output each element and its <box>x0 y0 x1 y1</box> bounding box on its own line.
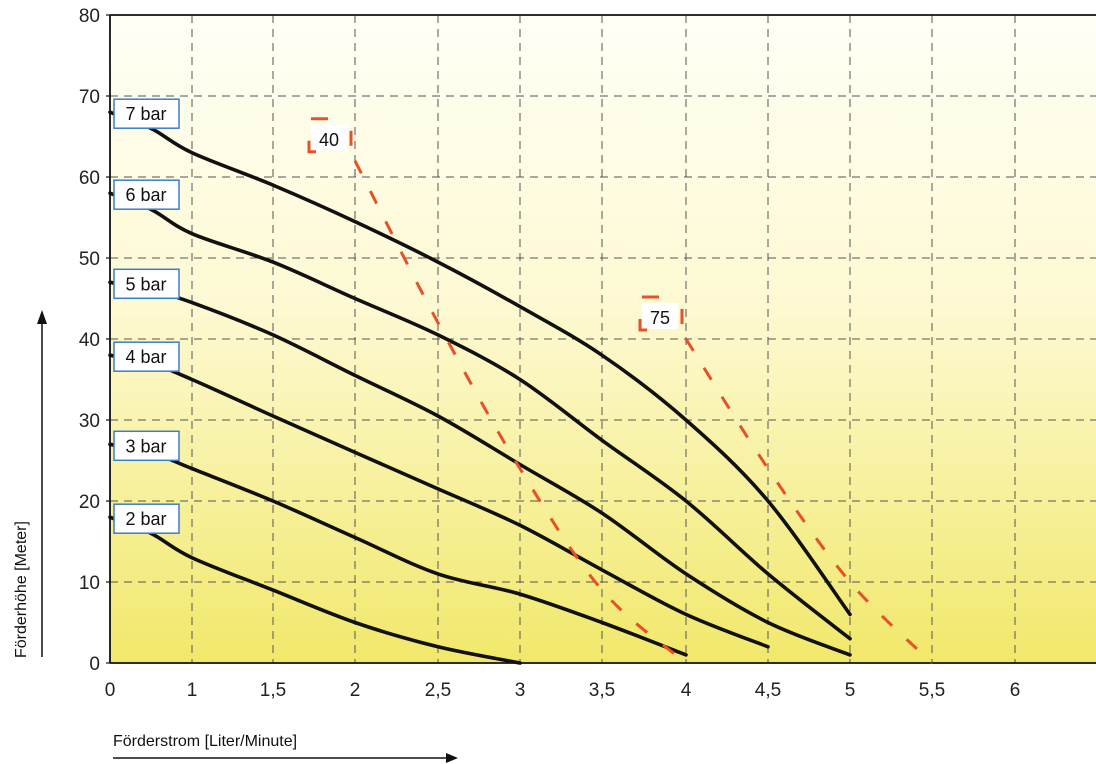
y-tick-label: 60 <box>79 168 100 189</box>
series-label: 3 bar <box>125 436 166 456</box>
x-axis-arrow-head <box>446 753 458 763</box>
y-axis-arrow-head <box>37 310 47 324</box>
series-curve-7-bar <box>108 110 852 617</box>
dashed-label: 75 <box>650 308 670 328</box>
x-tick-label: 2,5 <box>425 680 451 701</box>
grid <box>110 15 1096 663</box>
series-label: 7 bar <box>125 104 166 124</box>
x-tick-label: 5,5 <box>919 680 945 701</box>
y-tick-label: 30 <box>79 411 100 432</box>
y-axis-title: Förderhöhe [Meter] <box>13 521 30 658</box>
series-label: 5 bar <box>125 274 166 294</box>
x-tick-label: 3,5 <box>589 680 615 701</box>
y-tick-label: 40 <box>79 330 100 351</box>
x-axis-title: Förderstrom [Liter/Minute] <box>113 733 297 750</box>
series-labels: 7 bar 6 bar 5 bar 4 bar 3 bar 2 bar <box>113 98 180 534</box>
y-tick-label: 10 <box>79 573 100 594</box>
x-tick-label: 1,5 <box>260 680 286 701</box>
y-tick-label: 50 <box>79 249 100 270</box>
series-label-box <box>113 98 180 129</box>
series-label-box <box>113 430 180 462</box>
series-label: 2 bar <box>125 509 166 529</box>
series-label-box <box>113 341 180 372</box>
series-curve-4-bar <box>108 353 770 649</box>
x-tick-label: 6 <box>1010 680 1021 701</box>
x-tick-label: 4 <box>681 680 692 701</box>
series-curve-5-bar <box>108 280 852 657</box>
series-label-box <box>113 179 180 210</box>
dashed-line-75 <box>684 338 934 665</box>
dashed-lines: 40 75 <box>307 117 934 665</box>
x-tick-label: 5 <box>845 680 856 701</box>
x-tick-label: 0 <box>105 680 116 701</box>
y-tick-label: 20 <box>79 492 100 513</box>
series-curve-6-bar <box>108 191 852 641</box>
series-label: 6 bar <box>125 185 166 205</box>
series-label-box <box>113 268 180 300</box>
y-tick-label: 0 <box>89 654 100 675</box>
y-tick-label: 80 <box>79 6 100 27</box>
x-tick-label: 4,5 <box>755 680 781 701</box>
series-curve-2-bar <box>108 515 522 665</box>
tick-labels: 0 10 20 30 40 50 60 70 80 0 1 1,5 2 2,5 3 3,5 4 4,5 5 5,5 6 <box>79 6 1020 701</box>
series-label-box <box>113 503 180 534</box>
dashed-label-box <box>311 124 347 151</box>
dashed-label-box <box>642 303 678 329</box>
dashed-label-bracket <box>307 140 316 154</box>
dashed-label: 40 <box>319 130 339 150</box>
series-label: 4 bar <box>125 347 166 367</box>
x-tick-label: 3 <box>515 680 526 701</box>
x-tick-label: 2 <box>350 680 361 701</box>
dashed-label-bracket <box>638 319 647 332</box>
dashed-line-40 <box>353 160 687 665</box>
y-tick-label: 70 <box>79 87 100 108</box>
x-tick-label: 1 <box>187 680 198 701</box>
